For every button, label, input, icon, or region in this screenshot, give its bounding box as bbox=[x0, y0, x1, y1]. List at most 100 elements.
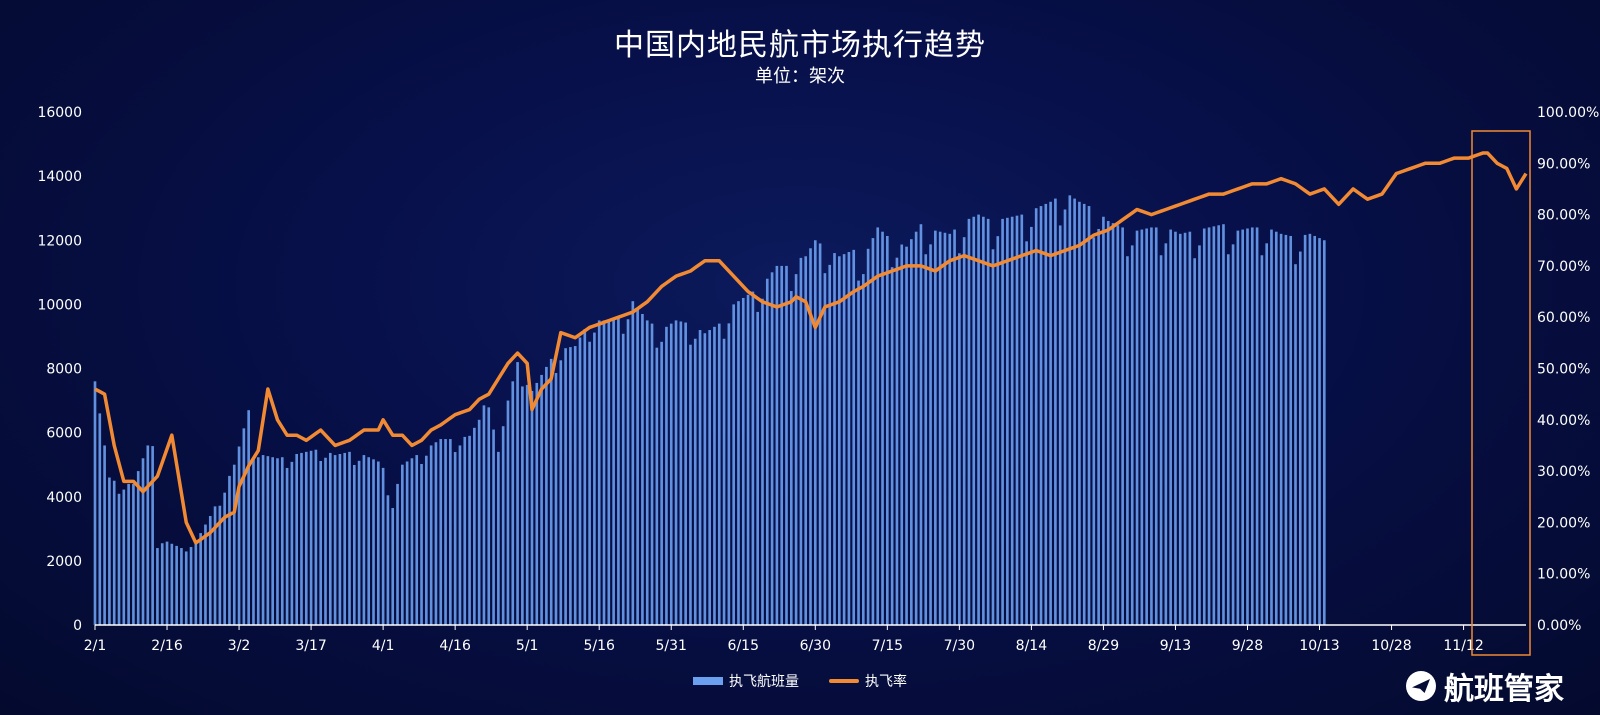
bar bbox=[276, 458, 279, 625]
axes: 2/1 2/16 3/2 3/17 4/1 4/16 5/1 5/16 5/31 6/15 6/30… bbox=[37, 105, 1599, 654]
bar bbox=[170, 543, 174, 625]
bar bbox=[247, 410, 250, 625]
bar bbox=[415, 455, 419, 625]
legend-item-line[interactable]: 执飞率 bbox=[829, 671, 907, 691]
bar bbox=[689, 344, 692, 625]
bar bbox=[1150, 227, 1153, 625]
bar bbox=[146, 445, 150, 625]
bar bbox=[564, 348, 567, 625]
bar bbox=[160, 543, 164, 625]
bar bbox=[309, 450, 313, 625]
bar bbox=[1106, 221, 1110, 625]
bar bbox=[1030, 226, 1033, 625]
bar bbox=[319, 461, 323, 625]
bar bbox=[1207, 227, 1211, 625]
x-tick-label: 8/29 bbox=[1088, 638, 1119, 654]
bar bbox=[809, 248, 812, 625]
bar bbox=[434, 442, 438, 625]
bar bbox=[352, 464, 356, 625]
bar bbox=[794, 274, 798, 625]
bar bbox=[487, 407, 491, 625]
bar bbox=[453, 452, 457, 625]
bar bbox=[156, 548, 159, 625]
legend: 执飞航班量 执飞率 bbox=[0, 671, 1600, 691]
x-tick-label: 11/12 bbox=[1443, 638, 1483, 654]
bar bbox=[914, 231, 918, 625]
y-right-tick-label: 10.00% bbox=[1537, 567, 1590, 583]
bar bbox=[660, 341, 663, 625]
bar bbox=[108, 477, 111, 625]
bar bbox=[862, 274, 865, 625]
bar bbox=[391, 508, 395, 625]
bar bbox=[972, 216, 976, 626]
bar bbox=[386, 495, 390, 625]
bar bbox=[184, 551, 188, 625]
bar bbox=[669, 323, 673, 625]
bar bbox=[617, 317, 620, 625]
bar bbox=[1111, 223, 1115, 625]
bar bbox=[1279, 233, 1283, 625]
y-left-tick-label: 4000 bbox=[46, 490, 82, 506]
y-right-tick-label: 60.00% bbox=[1537, 310, 1590, 326]
bar bbox=[852, 249, 856, 625]
bar bbox=[266, 456, 270, 625]
x-tick-label: 5/16 bbox=[583, 638, 615, 654]
legend-item-bar[interactable]: 执飞航班量 bbox=[693, 671, 799, 691]
bar bbox=[569, 347, 572, 626]
bar bbox=[631, 301, 635, 625]
bar bbox=[1303, 234, 1307, 625]
bar bbox=[204, 524, 207, 625]
y-right-tick-label: 80.00% bbox=[1537, 208, 1590, 224]
bar bbox=[559, 360, 563, 625]
bar bbox=[833, 253, 836, 625]
bar bbox=[1082, 203, 1086, 625]
bar bbox=[775, 265, 779, 625]
bar bbox=[93, 381, 97, 625]
bar bbox=[722, 338, 726, 625]
line-swatch-icon bbox=[829, 679, 859, 683]
bar bbox=[698, 330, 702, 625]
bar bbox=[444, 439, 447, 625]
bar bbox=[1202, 228, 1206, 626]
bar bbox=[727, 323, 731, 625]
bar bbox=[405, 461, 409, 625]
bar bbox=[977, 214, 980, 625]
line-series bbox=[94, 151, 1528, 545]
bar bbox=[588, 341, 591, 625]
bar bbox=[477, 419, 481, 625]
bar bbox=[799, 257, 803, 625]
bar bbox=[1183, 232, 1187, 625]
bar bbox=[314, 449, 318, 625]
bar bbox=[679, 321, 683, 625]
bar bbox=[439, 439, 443, 625]
bar bbox=[449, 439, 452, 625]
bar bbox=[1226, 254, 1230, 625]
bar bbox=[1044, 203, 1048, 625]
legend-line-label: 执飞率 bbox=[865, 674, 907, 690]
bar bbox=[837, 256, 841, 625]
bar bbox=[530, 390, 534, 625]
bar bbox=[357, 460, 361, 625]
bar bbox=[1126, 256, 1129, 625]
bar bbox=[665, 326, 668, 625]
bar bbox=[876, 227, 880, 625]
highlight-rect bbox=[1471, 130, 1531, 656]
bar bbox=[789, 291, 793, 625]
bar bbox=[732, 304, 735, 626]
bar bbox=[1265, 243, 1269, 625]
y-left-tick-label: 10000 bbox=[37, 297, 82, 313]
bar bbox=[761, 298, 764, 625]
bar bbox=[295, 454, 298, 625]
bar bbox=[280, 457, 284, 625]
bar bbox=[1102, 216, 1105, 626]
bar bbox=[1116, 225, 1120, 626]
bar bbox=[261, 455, 265, 625]
bar bbox=[1025, 241, 1028, 625]
bar bbox=[1010, 216, 1014, 626]
bar bbox=[549, 358, 553, 625]
x-tick-label: 6/15 bbox=[728, 638, 759, 654]
bar bbox=[905, 246, 908, 625]
bar bbox=[175, 545, 178, 625]
bar bbox=[127, 483, 130, 625]
bar bbox=[621, 333, 625, 625]
